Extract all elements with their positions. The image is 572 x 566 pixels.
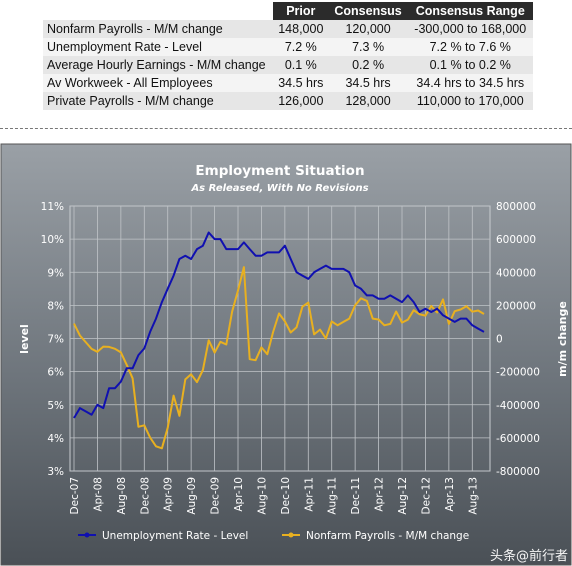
row-range: 110,000 to 170,000 bbox=[407, 92, 533, 110]
watermark: 头条@前行者 bbox=[489, 549, 568, 564]
unemployment-rate-line bbox=[73, 231, 485, 419]
y-tick-label: 5% bbox=[47, 400, 64, 412]
x-tick-label: Dec-07 bbox=[69, 477, 81, 514]
row-prior: 126,000 bbox=[273, 92, 329, 110]
y-tick-label: 11% bbox=[41, 201, 64, 213]
x-tick-label: Dec-11 bbox=[350, 477, 362, 514]
row-range: 7.2 % to 7.6 % bbox=[407, 38, 533, 56]
y-tick-label: 10% bbox=[41, 234, 64, 246]
y2-tick-label: 400000 bbox=[496, 267, 536, 279]
y-tick-label: 3% bbox=[47, 466, 64, 478]
row-consensus: 34.5 hrs bbox=[328, 74, 408, 92]
legend-label: Unemployment Rate - Level bbox=[102, 530, 248, 542]
x-tick-label: Apr-12 bbox=[374, 477, 386, 512]
x-tick-label: Apr-10 bbox=[233, 477, 245, 512]
y2-tick-label: -800000 bbox=[496, 466, 540, 478]
row-label: Private Payrolls - M/M change bbox=[43, 92, 273, 110]
y-tick-label: 9% bbox=[47, 267, 64, 279]
y2-tick-label: 0 bbox=[496, 334, 503, 346]
x-tick-label: Aug-08 bbox=[116, 477, 128, 515]
table-row: Private Payrolls - M/M change 126,000 128,… bbox=[43, 92, 533, 110]
x-tick-label: Apr-11 bbox=[303, 477, 315, 512]
y2-tick-label: -400000 bbox=[496, 400, 540, 412]
row-label: Nonfarm Payrolls - M/M change bbox=[43, 20, 273, 38]
y2-axis-label: m/m change bbox=[556, 301, 569, 377]
x-tick-label: Aug-09 bbox=[186, 477, 198, 515]
y-tick-label: 7% bbox=[47, 334, 64, 346]
row-prior: 7.2 % bbox=[273, 38, 329, 56]
legend-marker bbox=[288, 532, 294, 538]
row-range: 0.1 % to 0.2 % bbox=[407, 56, 533, 74]
table-row: Nonfarm Payrolls - M/M change 148,000 120,… bbox=[43, 20, 533, 38]
legend-label: Nonfarm Payrolls - M/M change bbox=[306, 530, 469, 542]
y2-tick-label: 800000 bbox=[496, 201, 536, 213]
y-tick-label: 6% bbox=[47, 367, 64, 379]
x-tick-label: Dec-08 bbox=[139, 477, 151, 514]
y2-tick-label: 200000 bbox=[496, 300, 536, 312]
employment-chart: 3% 4% 5% 6% 7% 8% 9% 10% 11% -800000 -600000 -4000… bbox=[0, 143, 572, 566]
row-label: Av Workweek - All Employees bbox=[43, 74, 273, 92]
row-prior: 34.5 hrs bbox=[273, 74, 329, 92]
x-tick-label: Dec-10 bbox=[280, 477, 292, 514]
table-header-row: Prior Consensus Consensus Range bbox=[43, 2, 533, 20]
y2-tick-label: -200000 bbox=[496, 367, 540, 379]
header-prior: Prior bbox=[273, 2, 329, 20]
y-tick-label: 8% bbox=[47, 300, 64, 312]
chart-title: Employment Situation bbox=[195, 163, 364, 179]
header-label bbox=[43, 2, 273, 20]
y-axis-label: level bbox=[18, 324, 31, 354]
x-tick-label: Aug-12 bbox=[397, 477, 409, 515]
row-consensus: 120,000 bbox=[328, 20, 408, 38]
x-tick-label: Dec-09 bbox=[210, 477, 222, 514]
header-consensus: Consensus bbox=[328, 2, 408, 20]
x-tick-label: Dec-12 bbox=[420, 477, 432, 514]
nonfarm-payrolls-line bbox=[73, 266, 485, 450]
x-tick-label: Aug-11 bbox=[327, 477, 339, 515]
table-row: Average Hourly Earnings - M/M change 0.1 … bbox=[43, 56, 533, 74]
consensus-table: Prior Consensus Consensus Range Nonfarm … bbox=[43, 2, 533, 110]
row-label: Unemployment Rate - Level bbox=[43, 38, 273, 56]
y2-tick-label: -600000 bbox=[496, 433, 540, 445]
chart-background bbox=[0, 143, 572, 566]
row-prior: 148,000 bbox=[273, 20, 329, 38]
x-tick-label: Apr-09 bbox=[163, 477, 175, 512]
row-range: 34.4 hrs to 34.5 hrs bbox=[407, 74, 533, 92]
dashed-separator bbox=[0, 128, 572, 129]
x-tick-label: Aug-13 bbox=[467, 477, 479, 515]
x-tick-label: Aug-10 bbox=[256, 477, 268, 515]
x-tick-label: Apr-08 bbox=[92, 477, 104, 512]
table-row: Av Workweek - All Employees 34.5 hrs 34.5 … bbox=[43, 74, 533, 92]
row-consensus: 7.3 % bbox=[328, 38, 408, 56]
row-label: Average Hourly Earnings - M/M change bbox=[43, 56, 273, 74]
row-range: -300,000 to 168,000 bbox=[407, 20, 533, 38]
x-tick-label: Apr-13 bbox=[444, 477, 456, 512]
chart-subtitle: As Released, With No Revisions bbox=[190, 183, 368, 194]
y2-tick-label: 600000 bbox=[496, 234, 536, 246]
row-consensus: 0.2 % bbox=[328, 56, 408, 74]
row-prior: 0.1 % bbox=[273, 56, 329, 74]
legend-marker bbox=[84, 532, 90, 538]
header-range: Consensus Range bbox=[407, 2, 533, 20]
table-row: Unemployment Rate - Level 7.2 % 7.3 % 7.2 %… bbox=[43, 38, 533, 56]
row-consensus: 128,000 bbox=[328, 92, 408, 110]
y-tick-label: 4% bbox=[47, 433, 64, 445]
